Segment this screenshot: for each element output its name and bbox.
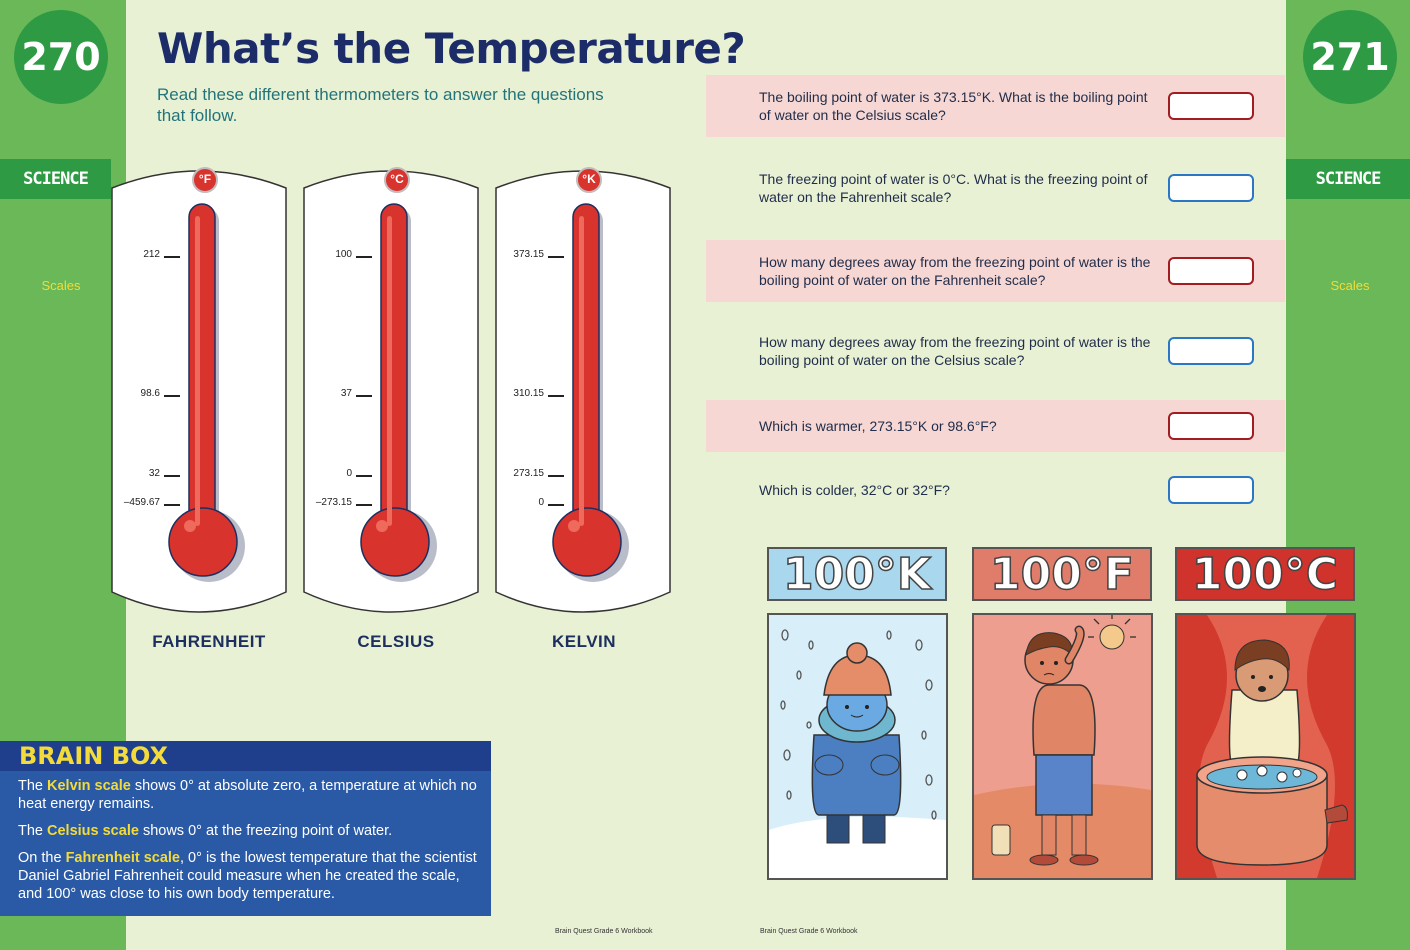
- right-page-number: 271: [1303, 10, 1397, 104]
- right-footer: Brain Quest Grade 6 Workbook: [760, 928, 858, 935]
- tick-label: 100: [335, 249, 352, 260]
- brain-box-kelvin-text: The Kelvin scale shows 0° at absolute ze…: [18, 777, 483, 813]
- answer-input[interactable]: [1168, 412, 1254, 440]
- tick-mark: [356, 504, 372, 506]
- tick-label: 273.15: [513, 468, 544, 479]
- right-section-label: SCIENCE: [1286, 159, 1410, 199]
- celsius-label: CELSIUS: [357, 632, 435, 651]
- tick-mark: [548, 475, 564, 477]
- kelvin-scale-term: Kelvin scale: [47, 778, 131, 794]
- fahrenheit-thermometer: °F 212 98.6 32 –459.67: [110, 160, 288, 620]
- left-page-number: 270: [14, 10, 108, 104]
- celsius-unit-icon: °C: [390, 172, 404, 186]
- brain-box: BRAIN BOX The Kelvin scale shows 0° at a…: [0, 741, 491, 916]
- tick-label: 0: [538, 497, 544, 508]
- answer-input[interactable]: [1168, 476, 1254, 504]
- tick-mark: [164, 475, 180, 477]
- tick-label: 373.15: [513, 249, 544, 260]
- text-fragment: The: [18, 778, 48, 794]
- tick-mark: [164, 504, 180, 506]
- tick-label: 212: [143, 249, 160, 260]
- celsius-thermometer: °C 100 37 0 –273.15: [302, 160, 480, 620]
- label-100k: 100°K: [767, 547, 947, 601]
- kelvin-thermometer: °K 373.15 310.15 273.15 0: [494, 160, 672, 620]
- question-text: Which is colder, 32°C or 32°F?: [759, 482, 950, 498]
- answer-input[interactable]: [1168, 174, 1254, 202]
- fahrenheit-unit-icon: °F: [198, 172, 212, 186]
- question-text: The freezing point of water is 0°C. What…: [759, 171, 1148, 205]
- tick-label: 310.15: [513, 388, 544, 399]
- question-row: How many degrees away from the freezing …: [706, 240, 1285, 302]
- brain-box-fahrenheit-text: On the Fahrenheit scale, 0° is the lowes…: [18, 849, 483, 903]
- text-fragment: , 0° is the lowest temperature that the …: [18, 850, 477, 902]
- answer-input[interactable]: [1168, 92, 1254, 120]
- question-row: Which is warmer, 273.15°K or 98.6°F?: [706, 400, 1285, 452]
- tick-mark: [164, 256, 180, 258]
- page-title: What’s the Temperature?: [157, 24, 746, 73]
- question-row: Which is colder, 32°C or 32°F?: [706, 464, 1285, 516]
- tick-mark: [548, 504, 564, 506]
- question-row: The freezing point of water is 0°C. What…: [706, 157, 1285, 219]
- label-100c: 100°C: [1175, 547, 1355, 601]
- left-topic-label: Scales: [41, 278, 81, 293]
- fahrenheit-label: FAHRENHEIT: [152, 632, 266, 651]
- tick-label: 0: [346, 468, 352, 479]
- question-row: How many degrees away from the freezing …: [706, 320, 1285, 382]
- tick-label: –459.67: [123, 497, 160, 508]
- page-subtitle: Read these different thermometers to ans…: [157, 85, 604, 125]
- kelvin-unit-icon: °K: [582, 172, 596, 186]
- tick-label: –273.15: [315, 497, 352, 508]
- tick-mark: [548, 256, 564, 258]
- text-fragment: On the: [18, 850, 66, 866]
- warm-kid-illustration: [972, 613, 1153, 880]
- answer-input[interactable]: [1168, 337, 1254, 365]
- hot-kid-illustration: [1175, 613, 1356, 880]
- tick-mark: [164, 395, 180, 397]
- celsius-scale-term: Celsius scale: [47, 823, 139, 839]
- brain-box-celsius-text: The Celsius scale shows 0° at the freezi…: [18, 822, 483, 840]
- text-fragment: shows 0° at the freezing point of water.: [138, 823, 393, 839]
- left-footer: Brain Quest Grade 6 Workbook: [555, 928, 653, 935]
- question-text: How many degrees away from the freezing …: [759, 254, 1151, 288]
- answer-input[interactable]: [1168, 257, 1254, 285]
- tick-label: 98.6: [140, 388, 160, 399]
- cold-kid-illustration: [767, 613, 948, 880]
- label-100f: 100°F: [972, 547, 1152, 601]
- tick-mark: [356, 256, 372, 258]
- tick-mark: [356, 395, 372, 397]
- right-topic-label: Scales: [1330, 278, 1370, 293]
- brain-box-header: [0, 741, 491, 771]
- fahrenheit-scale-term: Fahrenheit scale: [65, 850, 180, 866]
- text-fragment: shows 0° at absolute zero, a temperature…: [18, 778, 477, 812]
- question-text: Which is warmer, 273.15°K or 98.6°F?: [759, 418, 997, 434]
- question-row: The boiling point of water is 373.15°K. …: [706, 75, 1285, 137]
- question-text: The boiling point of water is 373.15°K. …: [759, 89, 1148, 123]
- tick-mark: [548, 395, 564, 397]
- tick-label: 37: [340, 388, 352, 399]
- question-text: How many degrees away from the freezing …: [759, 334, 1151, 368]
- left-section-label: SCIENCE: [0, 159, 111, 199]
- text-fragment: The: [18, 823, 48, 839]
- tick-mark: [356, 475, 372, 477]
- tick-label: 32: [148, 468, 160, 479]
- brain-box-title: BRAIN BOX: [19, 742, 169, 770]
- kelvin-label: KELVIN: [551, 632, 617, 651]
